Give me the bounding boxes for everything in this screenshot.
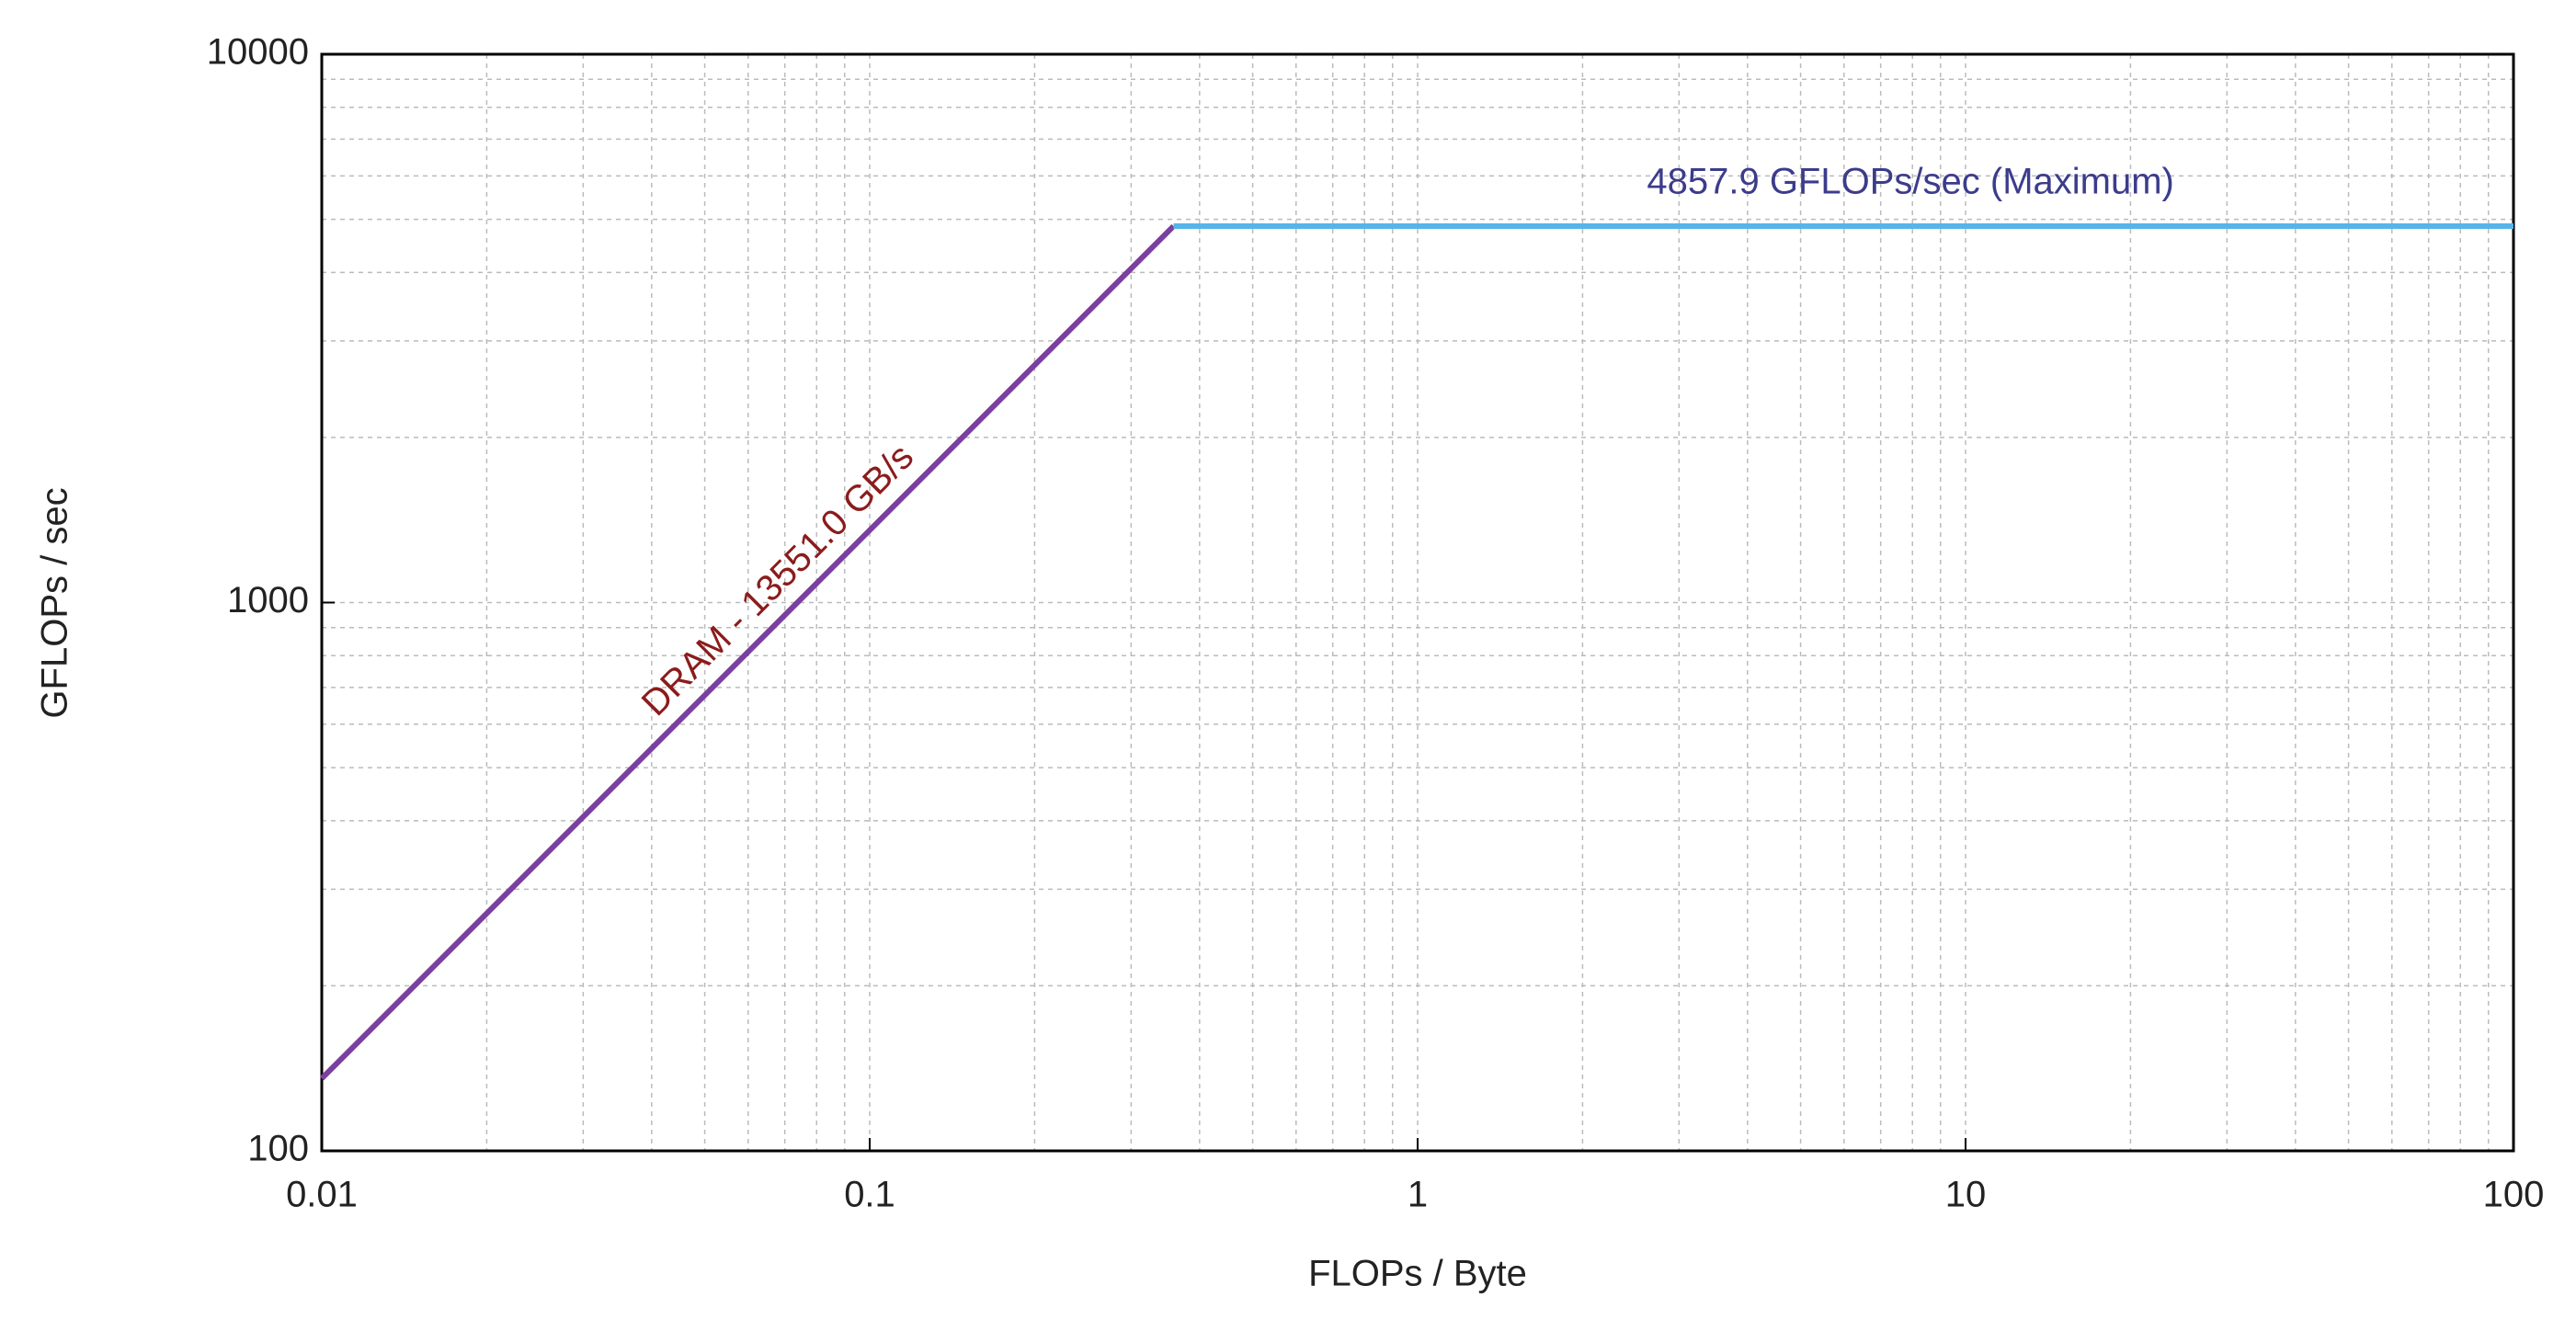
x-tick-label: 0.01	[286, 1175, 358, 1215]
plot-frame	[320, 52, 2515, 1153]
x-tick-label: 0.1	[844, 1175, 895, 1215]
y-tick-label: 100	[247, 1129, 309, 1169]
annotation: 4857.9 GFLOPs/sec (Maximum)	[1647, 162, 2174, 202]
y-tick-label: 10000	[207, 32, 309, 73]
x-axis-label: FLOPs / Byte	[1308, 1254, 1527, 1294]
x-tick-label: 1	[1408, 1175, 1428, 1215]
roofline	[319, 223, 1176, 1081]
x-tick-label: 100	[2483, 1175, 2545, 1215]
x-tick-label: 10	[1945, 1175, 1987, 1215]
y-tick-label: 1000	[227, 580, 309, 620]
y-axis-label: GFLOPs / sec	[35, 487, 75, 718]
annotation: DRAM - 13551.0 GB/s	[634, 437, 921, 724]
